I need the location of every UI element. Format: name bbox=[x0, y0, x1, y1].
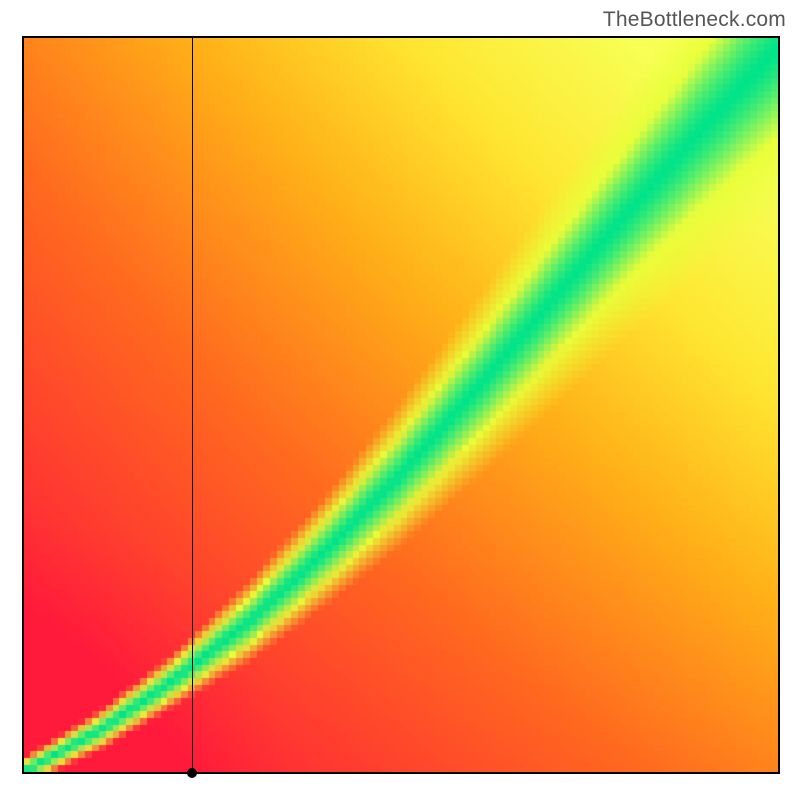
marker-vertical-line bbox=[192, 38, 193, 772]
chart-container: TheBottleneck.com bbox=[0, 0, 800, 800]
heatmap-area bbox=[24, 38, 778, 772]
heatmap-canvas bbox=[24, 38, 778, 772]
marker-dot bbox=[187, 768, 197, 778]
watermark-label: TheBottleneck.com bbox=[603, 8, 786, 32]
plot-frame bbox=[22, 36, 780, 774]
